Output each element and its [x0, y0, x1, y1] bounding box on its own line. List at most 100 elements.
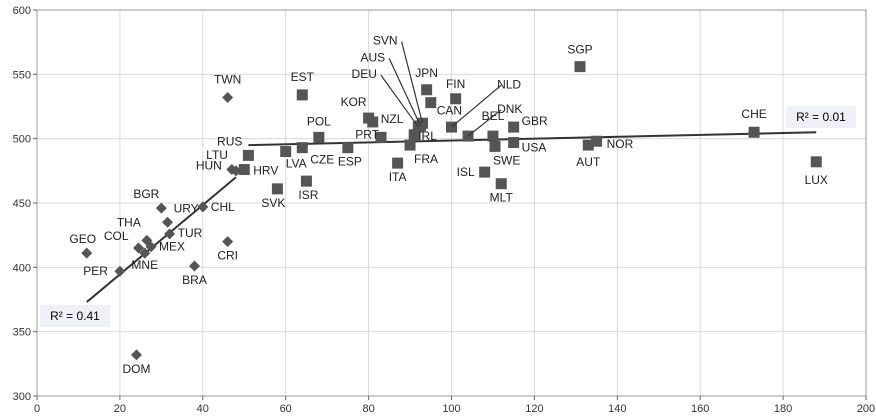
point-label-aus: AUS — [360, 50, 385, 64]
x-tick-label: 120 — [525, 403, 543, 415]
x-tick-label: 40 — [197, 403, 209, 415]
x-tick-label: 200 — [857, 403, 875, 415]
point-label-tha: THA — [117, 215, 141, 229]
point-label-kor: KOR — [341, 95, 367, 109]
point-label-ita: ITA — [389, 170, 407, 184]
data-point-tur — [164, 228, 176, 240]
point-label-che: CHE — [741, 107, 766, 121]
point-label-swe: SWE — [493, 153, 520, 167]
data-point-aut — [582, 139, 594, 151]
data-point-bel — [487, 130, 499, 142]
point-label-prt: PRT — [355, 127, 379, 141]
point-label-chl: CHL — [211, 200, 235, 214]
point-label-deu: DEU — [352, 67, 377, 81]
x-tick-label: 80 — [362, 403, 374, 415]
point-label-usa: USA — [522, 141, 547, 155]
point-label-hun: HUN — [196, 159, 222, 173]
data-point-svk — [271, 183, 283, 195]
point-label-bra: BRA — [182, 273, 207, 287]
data-point-dom — [130, 349, 142, 361]
r-squared-label: R² = 0.01 — [796, 110, 846, 124]
leader-line — [388, 58, 421, 127]
data-point-gbr — [508, 121, 520, 133]
data-point-fin — [450, 93, 462, 105]
data-point-esp — [342, 142, 354, 154]
x-tick-label: 60 — [280, 403, 292, 415]
point-label-dom: DOM — [122, 362, 150, 376]
y-tick-label: 600 — [13, 5, 31, 17]
data-point-lux — [810, 156, 822, 168]
leader-line — [380, 74, 419, 128]
point-label-ltu: LTU — [206, 148, 228, 162]
data-point-usa — [508, 137, 520, 149]
data-point-bgr — [155, 202, 167, 214]
point-label-col: COL — [104, 229, 129, 243]
point-label-bel: BEL — [482, 109, 505, 123]
data-point-est — [296, 89, 308, 101]
x-tick-label: 140 — [608, 403, 626, 415]
point-label-mex: MEX — [159, 240, 185, 254]
data-point-sgp — [574, 61, 586, 73]
data-point-fra — [404, 139, 416, 151]
data-point-ltu — [230, 165, 242, 177]
point-label-cze: CZE — [310, 153, 334, 167]
data-point-irl — [408, 129, 420, 141]
point-label-pol: POL — [307, 114, 331, 128]
point-label-isr: ISR — [298, 188, 318, 202]
data-point-can — [425, 97, 437, 109]
leader-line — [401, 41, 424, 124]
data-point-chl — [197, 201, 209, 213]
r-squared-label: R² = 0.41 — [50, 309, 100, 323]
point-label-dnk: DNK — [497, 102, 522, 116]
point-label-lux: LUX — [805, 173, 828, 187]
leader-line — [467, 109, 502, 137]
y-tick-label: 350 — [13, 327, 31, 339]
y-tick-label: 550 — [13, 69, 31, 81]
data-point-rus — [242, 149, 254, 161]
data-point-per — [114, 265, 126, 277]
point-label-nor: NOR — [607, 137, 634, 151]
data-point-isl — [479, 166, 491, 178]
point-label-hrv: HRV — [253, 164, 278, 178]
y-tick-label: 500 — [13, 134, 31, 146]
data-point-ita — [392, 157, 404, 169]
data-point-swe — [489, 140, 501, 152]
data-point-jpn — [421, 84, 433, 96]
data-point-hrv — [238, 164, 250, 176]
point-label-est: EST — [291, 70, 315, 84]
point-label-irl: IRL — [418, 129, 437, 143]
x-tick-label: 100 — [442, 403, 460, 415]
y-tick-label: 450 — [13, 198, 31, 210]
point-label-jpn: JPN — [415, 66, 438, 80]
point-label-fra: FRA — [414, 152, 438, 166]
point-label-isl: ISL — [457, 165, 475, 179]
point-label-can: CAN — [437, 104, 462, 118]
trend-line — [86, 176, 237, 303]
data-point-isr — [300, 175, 312, 187]
r-squared-box — [40, 305, 110, 327]
r-squared-box — [786, 106, 856, 128]
point-label-gbr: GBR — [522, 114, 548, 128]
point-label-sgp: SGP — [567, 43, 592, 57]
axes: 0 20 40 60 80 100 120 140 160 180 200 300 350 400 450 5… — [13, 5, 876, 415]
point-label-mne: MNE — [131, 258, 158, 272]
data-point-che — [748, 126, 760, 138]
data-point-twn — [222, 91, 234, 103]
data-point-mlt — [495, 178, 507, 190]
point-label-nld: NLD — [497, 77, 521, 91]
data-point-bra — [189, 260, 201, 272]
data-point-lva — [280, 146, 292, 158]
data-point-prt — [375, 131, 387, 143]
point-label-bgr: BGR — [133, 187, 159, 201]
data-point-mne — [139, 247, 151, 259]
point-label-twn: TWN — [214, 72, 241, 86]
data-point-ury — [162, 216, 174, 228]
data-point-geo — [81, 247, 93, 259]
data-point-nzl — [367, 116, 379, 128]
x-tick-label: 180 — [774, 403, 792, 415]
point-label-per: PER — [83, 264, 108, 278]
x-tick-label: 0 — [34, 403, 40, 415]
data-point-cze — [296, 142, 308, 154]
data-point-cri — [222, 236, 234, 248]
